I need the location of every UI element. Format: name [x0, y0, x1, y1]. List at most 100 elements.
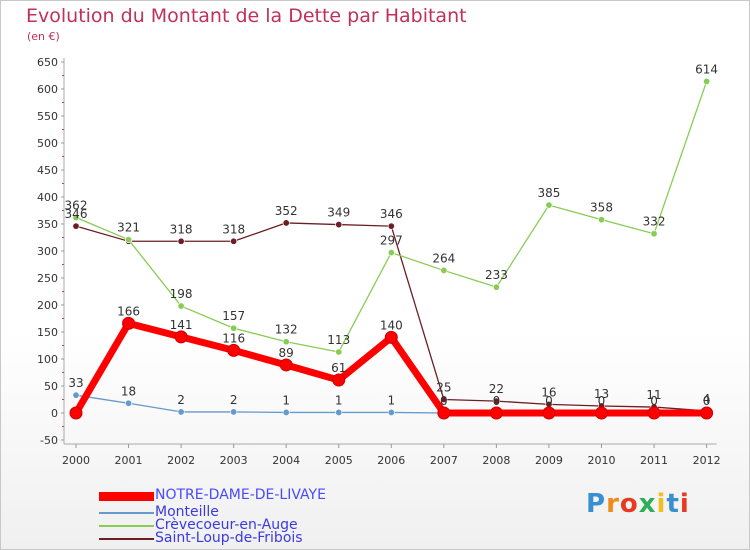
y-tick-label: 350 [37, 218, 58, 231]
x-tick-label: 2008 [482, 454, 510, 467]
data-label: 132 [275, 323, 298, 337]
y-tick-label: 300 [37, 245, 58, 258]
data-point [492, 283, 500, 291]
data-point [174, 330, 188, 344]
data-label: 358 [590, 201, 613, 215]
data-label: 0 [440, 394, 448, 408]
y-tick-label: 50 [44, 380, 58, 393]
y-tick-label: 500 [37, 137, 58, 150]
data-label: 2 [177, 393, 185, 407]
data-label: 385 [537, 186, 560, 200]
data-point [489, 406, 503, 420]
data-point [282, 408, 290, 416]
data-label: 362 [65, 199, 88, 213]
legend-label: Monteille [155, 504, 219, 520]
y-tick-label: 600 [37, 83, 58, 96]
legend-label: NOTRE-DAME-DE-LIVAYE [155, 487, 326, 503]
data-point [387, 222, 395, 230]
data-label: 346 [380, 207, 403, 221]
data-label: 614 [695, 62, 718, 76]
data-point [595, 406, 608, 420]
data-label: 113 [327, 333, 350, 347]
data-label: 318 [170, 222, 193, 236]
data-point [384, 330, 398, 344]
data-label: 233 [485, 268, 508, 282]
y-tick-label: 0 [51, 407, 58, 420]
data-label: 89 [279, 346, 294, 360]
legend-swatch [99, 525, 154, 527]
y-tick-label: 200 [37, 299, 58, 312]
data-label: 141 [170, 318, 193, 332]
data-point [282, 338, 290, 346]
legend-swatch [99, 538, 154, 540]
logo-letter: o [619, 489, 639, 519]
logo-letter: t [666, 489, 680, 519]
data-point [122, 316, 136, 330]
logo-letter: P [586, 489, 607, 519]
data-point [230, 408, 238, 416]
x-tick-label: 2003 [220, 454, 248, 467]
data-label: 1 [282, 393, 290, 407]
data-label: 22 [489, 382, 504, 396]
data-point [72, 222, 80, 230]
x-tick-label: 2007 [430, 454, 458, 467]
y-tick-label: 650 [37, 56, 58, 69]
legend-label: Saint-Loup-de-Fribois [155, 530, 303, 546]
logo-letter: x [638, 489, 657, 519]
data-label: 0 [493, 394, 501, 408]
data-point [542, 406, 556, 420]
logo-letter: i [679, 489, 690, 519]
data-point [125, 399, 133, 407]
data-label: 33 [68, 376, 83, 390]
data-point [335, 348, 343, 356]
data-label: 264 [432, 251, 455, 265]
data-label: 25 [436, 381, 451, 395]
data-label: 297 [380, 234, 403, 248]
data-point [335, 221, 343, 229]
proxiti-logo: Proxiti [586, 489, 690, 519]
data-label: 4 [703, 392, 711, 406]
data-label: 321 [117, 221, 140, 235]
data-point [700, 406, 714, 420]
x-tick-label: 2009 [535, 454, 563, 467]
data-label: 18 [121, 384, 136, 398]
data-label: 1 [387, 393, 395, 407]
x-tick-label: 2005 [325, 454, 353, 467]
data-point [69, 406, 83, 420]
data-point [72, 214, 80, 222]
data-label: 349 [327, 206, 350, 220]
data-point [440, 266, 448, 274]
data-label: 116 [222, 331, 245, 345]
y-tick-label: 100 [37, 353, 58, 366]
chart-title: Evolution du Montant de la Dette par Hab… [26, 5, 467, 27]
data-point [72, 391, 80, 399]
data-label: 346 [65, 207, 88, 221]
data-point [647, 406, 661, 420]
x-tick-label: 2004 [272, 454, 300, 467]
data-point [650, 230, 658, 238]
y-tick-label: 150 [37, 326, 58, 339]
legend-swatch [99, 492, 154, 501]
data-point [332, 373, 346, 387]
data-label: 61 [331, 361, 346, 375]
data-point [125, 236, 133, 244]
legend-swatch [99, 512, 154, 514]
data-point [230, 237, 238, 245]
data-label: 11 [646, 388, 661, 402]
data-label: 13 [594, 387, 609, 401]
data-point [597, 216, 605, 224]
data-point [545, 201, 553, 209]
data-point [440, 395, 448, 403]
data-point [437, 406, 451, 420]
x-tick-label: 2012 [693, 454, 721, 467]
data-point [177, 302, 185, 310]
y-tick-label: -50 [40, 434, 58, 447]
data-label: 0 [703, 394, 711, 408]
y-tick-label: 550 [37, 110, 58, 123]
data-point [703, 77, 711, 85]
data-point [335, 408, 343, 416]
data-label: 0 [545, 394, 553, 408]
x-tick-label: 2000 [62, 454, 90, 467]
